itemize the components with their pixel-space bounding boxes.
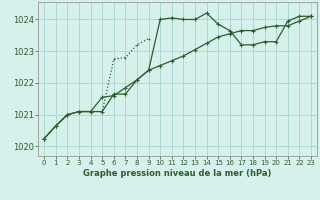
- X-axis label: Graphe pression niveau de la mer (hPa): Graphe pression niveau de la mer (hPa): [84, 169, 272, 178]
